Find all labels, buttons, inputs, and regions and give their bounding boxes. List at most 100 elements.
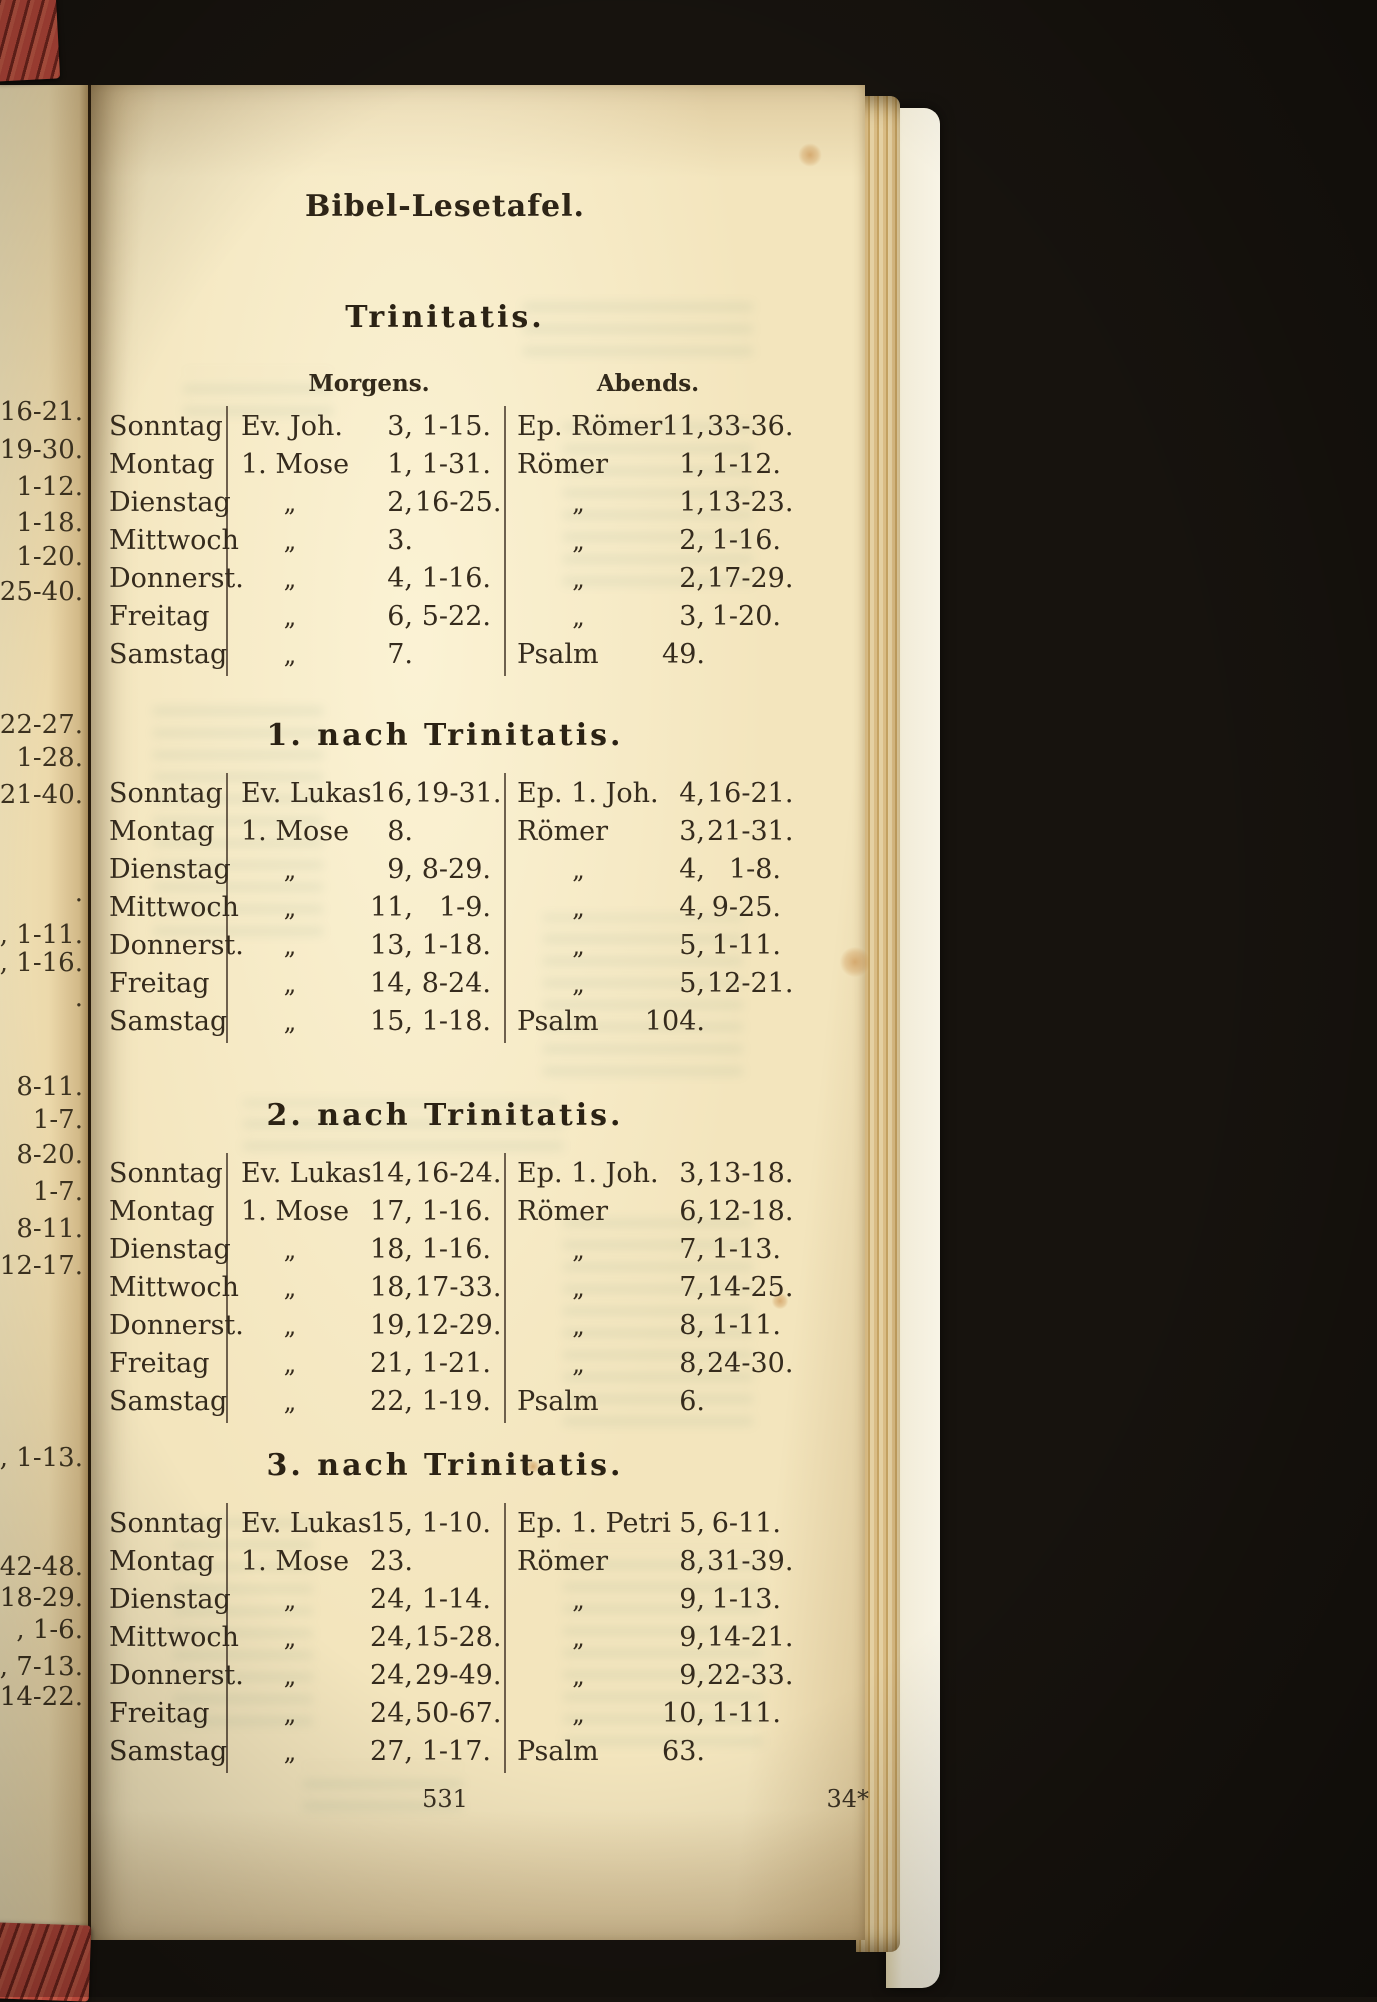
evening-book: „ bbox=[572, 856, 587, 884]
left-page-text-fragment: , 1-16. bbox=[0, 948, 83, 978]
day-label: Mittwoch bbox=[109, 1622, 239, 1653]
evening-chapter: 8, bbox=[679, 1546, 705, 1577]
morning-chapter: 19, bbox=[370, 1310, 413, 1341]
evening-verses: 21-31. bbox=[707, 816, 794, 847]
morning-verses: 8-24. bbox=[421, 968, 491, 999]
evening-book: Psalm bbox=[517, 639, 599, 670]
table-row: Donnerst. „ 19, 12-29. „ 8, 1-11. bbox=[109, 1307, 781, 1345]
evening-verses: 1-8. bbox=[728, 854, 781, 885]
left-page-text-fragment: 21-40. bbox=[0, 780, 83, 810]
page-number: 531 bbox=[422, 1785, 468, 1813]
evening-book: Römer bbox=[517, 1196, 609, 1227]
morning-verses: 1-9. bbox=[438, 892, 491, 923]
evening-verses: 1-20. bbox=[711, 601, 781, 632]
evening-chapter: 1, bbox=[679, 449, 705, 480]
morning-chapter: 4, bbox=[387, 563, 413, 594]
evening-chapter: 9, bbox=[679, 1622, 705, 1653]
evening-verses bbox=[707, 1383, 781, 1421]
morning-chapter: 9, bbox=[387, 854, 413, 885]
morning-verses: 8-29. bbox=[421, 854, 491, 885]
table-row: Sonntag Ev. Joh. 3, 1-15. Ep. Römer 11, 33-36. bbox=[109, 408, 794, 446]
table-rule bbox=[226, 1503, 228, 1773]
morning-verses: 17-33. bbox=[415, 1272, 502, 1303]
evening-chapter: 2, bbox=[679, 563, 705, 594]
column-header-evening: Abends. bbox=[596, 370, 700, 397]
left-page-text-fragment: , 1-6. bbox=[16, 1615, 83, 1645]
evening-chapter: 6, bbox=[679, 1196, 705, 1227]
table-row: Mittwoch „ 3. „ 2, 1-16. bbox=[109, 522, 781, 560]
morning-verses: 50-67. bbox=[415, 1698, 502, 1729]
evening-book: „ bbox=[572, 527, 587, 555]
morning-book: „ bbox=[283, 894, 299, 922]
table-row: Sonntag Ev. Lukas 16, 19-31. Ep. 1. Joh. 4, 16… bbox=[109, 775, 793, 813]
table-row: Freitag „ 24, 50-67. „ 10, 1-11. bbox=[109, 1695, 781, 1733]
evening-verses: 13-18. bbox=[707, 1158, 794, 1189]
morning-book: „ bbox=[283, 1624, 299, 1652]
evening-chapter: 4, bbox=[679, 778, 705, 809]
left-page-text-fragment: 16-21. bbox=[0, 397, 83, 427]
morning-book: Ev. Lukas bbox=[241, 1158, 372, 1189]
table-row: Mittwoch „ 18, 17-33. „ 7, 14-25. bbox=[109, 1269, 793, 1307]
left-page-text-fragment: 1-7. bbox=[32, 1105, 83, 1135]
morning-book: 1. Mose bbox=[241, 449, 350, 480]
evening-book: „ bbox=[572, 1274, 587, 1302]
evening-chapter: 3, bbox=[679, 1158, 705, 1189]
morning-verses: 29-49. bbox=[415, 1660, 502, 1691]
reading-table: Sonntag Ev. Joh. 3, 1-15. Ep. Römer 11, 33-36.… bbox=[109, 406, 794, 676]
left-page-text-fragment: 8-20. bbox=[16, 1140, 83, 1170]
table-row: Sonntag Ev. Lukas 15, 1-10. Ep. 1. Petri 5, 6-… bbox=[109, 1505, 781, 1543]
evening-chapter: 11, bbox=[662, 411, 705, 442]
table-row: Montag 1. Mose 23. Römer 8, 31-39. bbox=[109, 1543, 793, 1581]
left-page-text-fragment: . bbox=[74, 878, 83, 908]
evening-verses: 33-36. bbox=[707, 411, 794, 442]
evening-chapter: 5, bbox=[679, 1508, 705, 1539]
table-row: Freitag „ 6, 5-22. „ 3, 1-20. bbox=[109, 598, 781, 636]
evening-book: „ bbox=[572, 603, 587, 631]
evening-verses: 1-11. bbox=[711, 1310, 781, 1341]
evening-book: „ bbox=[572, 1236, 587, 1264]
morning-chapter: 11, bbox=[370, 892, 413, 923]
evening-chapter: 7, bbox=[679, 1272, 705, 1303]
morning-verses: 1-18. bbox=[421, 1006, 491, 1037]
table-row: Dienstag „ 18, 1-16. „ 7, 1-13. bbox=[109, 1231, 781, 1269]
morning-book: „ bbox=[283, 1700, 299, 1728]
morning-chapter: 24, bbox=[370, 1584, 413, 1615]
evening-chapter: 8, bbox=[679, 1310, 705, 1341]
evening-chapter: 5, bbox=[679, 930, 705, 961]
morning-chapter: 15, bbox=[370, 1508, 413, 1539]
evening-chapter: 3, bbox=[679, 816, 705, 847]
left-page-text-fragment: 8-11. bbox=[16, 1072, 83, 1102]
day-label: Mittwoch bbox=[109, 525, 239, 556]
evening-book: „ bbox=[572, 1662, 587, 1690]
morning-verses bbox=[415, 1543, 491, 1581]
table-row: Freitag „ 14, 8-24. „ 5, 12-21. bbox=[109, 965, 793, 1003]
morning-verses: 1-18. bbox=[421, 930, 491, 961]
evening-book: „ bbox=[572, 1586, 587, 1614]
left-page-edge: 16-21. 19-30. 1-12. 1-18. 1-20. 25-40. 22-27. 1… bbox=[0, 85, 88, 1940]
evening-chapter: 104. bbox=[644, 1006, 705, 1037]
morning-chapter: 3, bbox=[387, 411, 413, 442]
evening-verses bbox=[707, 1733, 781, 1771]
morning-chapter: 24, bbox=[370, 1622, 413, 1653]
evening-verses: 1-11. bbox=[711, 930, 781, 961]
table-row: Mittwoch „ 11, 1-9. „ 4, 9-25. bbox=[109, 889, 781, 927]
evening-chapter: 3, bbox=[679, 601, 705, 632]
morning-chapter: 23. bbox=[370, 1546, 413, 1577]
evening-verses: 6-11. bbox=[711, 1508, 781, 1539]
table-row: Donnerst. „ 4, 1-16. „ 2, 17-29. bbox=[109, 560, 793, 598]
evening-verses: 24-30. bbox=[707, 1348, 794, 1379]
evening-chapter: 9, bbox=[679, 1660, 705, 1691]
evening-chapter: 5, bbox=[679, 968, 705, 999]
evening-chapter: 7, bbox=[679, 1234, 705, 1265]
day-label: Freitag bbox=[109, 968, 210, 999]
section-heading-2-nach-trinitatis: 2. nach Trinitatis. bbox=[266, 1098, 624, 1133]
evening-book: „ bbox=[572, 1700, 587, 1728]
table-row: Samstag „ 22, 1-19. Psalm 6. bbox=[109, 1383, 781, 1421]
morning-book: „ bbox=[283, 1236, 299, 1264]
left-page-text-fragment: 1-12. bbox=[16, 472, 83, 502]
morning-verses bbox=[415, 636, 491, 674]
foxing-spot bbox=[798, 143, 822, 167]
left-page-text-fragment: 22-27. bbox=[0, 710, 83, 740]
morning-chapter: 17, bbox=[370, 1196, 413, 1227]
table-row: Sonntag Ev. Lukas 14, 16-24. Ep. 1. Joh. 3, 13… bbox=[109, 1155, 794, 1193]
